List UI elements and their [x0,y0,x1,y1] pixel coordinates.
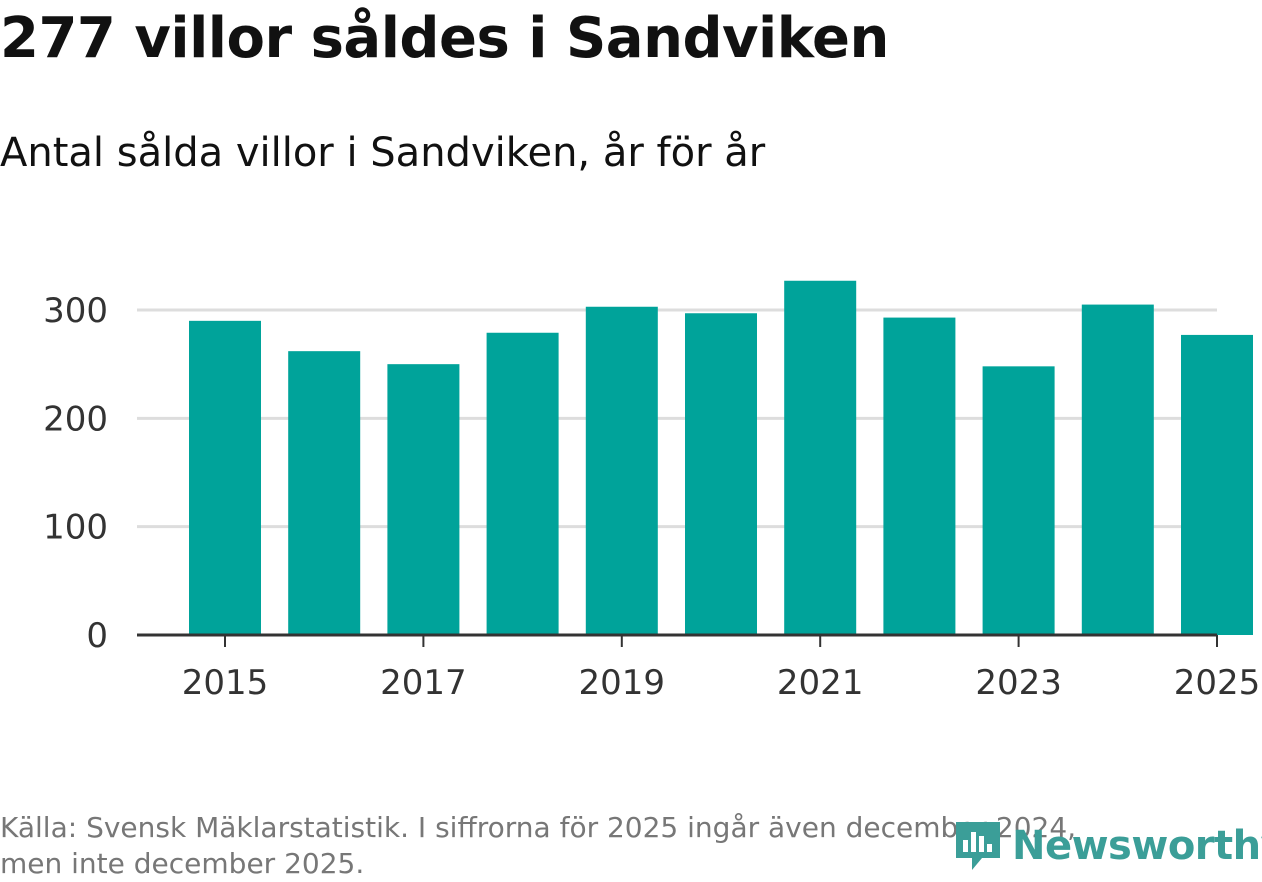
y-tick-label-200: 200 [43,399,108,439]
newsworthy-logo-text: Newsworthy [1012,823,1262,869]
x-tick-label-2025: 2025 [1174,663,1261,703]
source-note: Källa: Svensk Mäklarstatistik. I siffror… [0,810,1200,882]
x-tick-label-2023: 2023 [975,663,1062,703]
x-tick-label-2019: 2019 [579,663,666,703]
bar-2023 [982,366,1055,635]
x-tick-label-2015: 2015 [182,663,269,703]
chart-subtitle: Antal sålda villor i Sandviken, år för å… [0,130,766,176]
source-line-1: Källa: Svensk Mäklarstatistik. I siffror… [0,811,1077,844]
y-tick-label-100: 100 [43,508,108,548]
bar-2018 [486,332,559,635]
bar-2016 [288,351,361,635]
bar-2017 [387,364,460,635]
bar-chart: 0 100 200 300 2015 2017 2019 2021 2023 2025 [43,280,1260,703]
source-line-2: men inte december 2025. [0,847,365,880]
x-tick-label-2021: 2021 [777,663,864,703]
bar-2019 [585,306,658,635]
bar-2015 [189,320,261,635]
newsworthy-logo: Newsworthy [952,818,1262,874]
axes: 0 100 200 300 2015 2017 2019 2021 2023 2025 [43,291,1260,703]
bar-2020 [685,313,757,635]
y-tick-label-300: 300 [43,291,108,331]
newsworthy-logo-icon [956,822,1000,870]
bar-2022 [883,317,956,635]
bar-2025 [1181,334,1253,635]
bar-2021 [784,280,857,635]
bars [189,280,1253,635]
chart-title: 277 villor såldes i Sandviken [0,6,889,71]
x-tick-label-2017: 2017 [380,663,467,703]
y-tick-label-0: 0 [86,616,108,656]
bar-2024 [1081,304,1154,635]
